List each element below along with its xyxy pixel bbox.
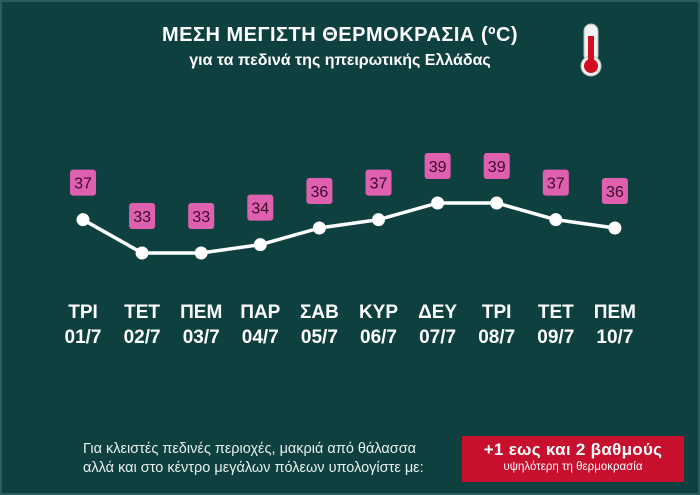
svg-text:36: 36 bbox=[606, 184, 624, 201]
footnote-line-2: αλλά και στο κέντρο μεγάλων πόλεων υπολο… bbox=[83, 460, 424, 476]
day-label-6: ΚΥΡ bbox=[359, 302, 398, 323]
data-point-4 bbox=[253, 238, 267, 252]
data-point-9 bbox=[549, 213, 563, 227]
value-label-5: 36 bbox=[306, 178, 333, 204]
day-label-10: ΠΕΜ bbox=[594, 302, 636, 323]
data-point-7 bbox=[431, 196, 445, 210]
date-label-6: 06/7 bbox=[360, 327, 397, 348]
svg-text:34: 34 bbox=[251, 201, 269, 218]
date-label-7: 07/7 bbox=[419, 327, 456, 348]
adjustment-value: +1 εως και 2 βαθμούς bbox=[483, 440, 663, 459]
chart-title: ΜΕΣΗ ΜΕΓΙΣΤΗ ΘΕΡΜΟΚΡΑΣΙΑ (ºC) bbox=[161, 24, 519, 46]
svg-text:37: 37 bbox=[74, 176, 92, 193]
data-point-10 bbox=[608, 221, 622, 235]
svg-text:39: 39 bbox=[488, 159, 506, 176]
value-label-6: 37 bbox=[365, 169, 392, 196]
value-label-7: 39 bbox=[424, 153, 451, 179]
value-label-3: 33 bbox=[188, 203, 215, 229]
day-label-7: ΔΕΥ bbox=[418, 302, 457, 323]
value-label-4: 34 bbox=[247, 194, 274, 221]
date-label-4: 04/7 bbox=[242, 327, 279, 348]
adjustment-caption: υψηλότερη τη θερμοκρασία bbox=[503, 461, 643, 473]
value-label-9: 37 bbox=[542, 169, 569, 196]
thermometer-icon bbox=[580, 23, 602, 77]
date-label-9: 09/7 bbox=[537, 327, 574, 348]
day-label-4: ΠΑΡ bbox=[240, 302, 280, 323]
svg-text:37: 37 bbox=[547, 176, 565, 193]
day-label-1: ΤΡΙ bbox=[68, 302, 98, 323]
footnote: Για κλειστές πεδινές περιοχές, μακριά απ… bbox=[83, 440, 463, 478]
svg-text:33: 33 bbox=[192, 209, 210, 226]
day-label-8: ΤΡΙ bbox=[482, 302, 512, 323]
temperature-series-line bbox=[82, 201, 616, 255]
day-label-2: ΤΕΤ bbox=[124, 302, 160, 323]
date-label-2: 02/7 bbox=[124, 327, 161, 348]
temperature-line-chart: 37 33 33 34 36 37 39 39 37 36 ΤΡΙ 01/7 ΤΕΤ 02/7 ΠΕΜ 03… bbox=[65, 153, 636, 348]
day-label-9: ΤΕΤ bbox=[538, 302, 574, 323]
value-label-10: 36 bbox=[601, 178, 628, 204]
data-point-5 bbox=[312, 221, 326, 235]
date-label-3: 03/7 bbox=[183, 327, 220, 348]
value-label-8: 39 bbox=[483, 153, 510, 179]
day-label-3: ΠΕΜ bbox=[180, 302, 222, 323]
date-label-1: 01/7 bbox=[65, 327, 102, 348]
adjustment-box: +1 εως και 2 βαθμούς υψηλότερη τη θερμοκ… bbox=[462, 436, 684, 482]
value-label-1: 37 bbox=[70, 169, 96, 196]
chart-subtitle: για τα πεδινά της ηπειρωτικής Ελλάδας bbox=[189, 52, 491, 69]
data-point-6 bbox=[372, 213, 385, 227]
svg-text:37: 37 bbox=[370, 176, 388, 193]
data-point-8 bbox=[490, 196, 504, 210]
data-point-1 bbox=[76, 213, 90, 227]
footnote-line-1: Για κλειστές πεδινές περιοχές, μακριά απ… bbox=[83, 441, 417, 457]
data-point-2 bbox=[135, 246, 149, 260]
svg-text:39: 39 bbox=[429, 159, 447, 176]
date-label-5: 05/7 bbox=[301, 327, 338, 348]
date-label-10: 10/7 bbox=[596, 327, 633, 348]
svg-text:33: 33 bbox=[133, 209, 151, 226]
value-label-2: 33 bbox=[129, 203, 156, 229]
day-label-5: ΣΑΒ bbox=[300, 302, 339, 323]
svg-text:36: 36 bbox=[311, 184, 329, 201]
data-point-3 bbox=[194, 246, 208, 260]
date-label-8: 08/7 bbox=[478, 327, 515, 348]
